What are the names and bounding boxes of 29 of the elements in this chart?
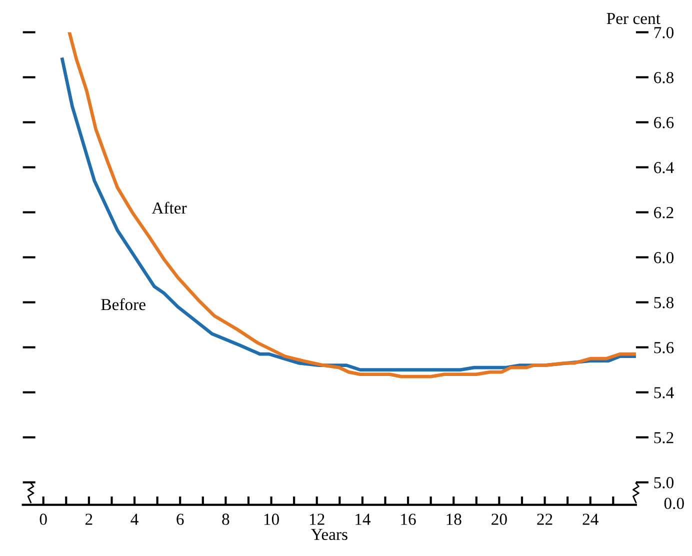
y2-tick-label: 5.8 [654, 297, 674, 308]
x-tick-label: 6 [176, 514, 184, 525]
x-tick-label: 16 [401, 514, 416, 525]
y2-axis-title: Per cent [606, 13, 660, 24]
x-tick-label: 4 [130, 514, 138, 525]
y2-tick-label: 5.2 [654, 432, 674, 444]
x-axis-title: Years [310, 528, 348, 540]
x-tick-label: 20 [492, 514, 507, 525]
x-tick-label: 12 [310, 514, 324, 525]
x-tick-label: 8 [222, 514, 230, 525]
y2-tick-label: 5.4 [654, 387, 674, 398]
text: 0.0 [664, 498, 684, 510]
x-tick-label: 24 [582, 514, 598, 525]
x-tick-label: 14 [356, 514, 371, 525]
y2-tick-label: 7.0 [654, 26, 674, 38]
series-label: After [152, 202, 187, 214]
y2-tick-label: 6.6 [654, 117, 674, 128]
y2-tick-label: 5.0 [654, 477, 674, 488]
series-label: Before [101, 298, 146, 310]
x-tick-label: 0 [40, 514, 47, 525]
y2-tick-label: 6.0 [654, 252, 674, 264]
y2-tick-label: 5.6 [654, 342, 674, 354]
y2-tick-label: 6.8 [654, 72, 674, 84]
y2-tick-label: 6.2 [654, 207, 674, 218]
x-tick-label: 2 [86, 514, 92, 525]
y2-tick-label: 6.4 [654, 162, 674, 174]
x-tick-label: 18 [446, 514, 462, 525]
x-tick-label: 22 [537, 514, 552, 525]
x-tick-label: 10 [264, 514, 279, 525]
